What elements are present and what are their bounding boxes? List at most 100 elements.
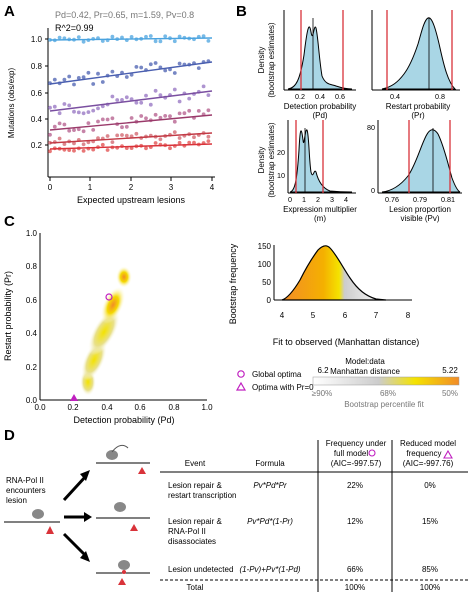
svg-text:68%: 68% bbox=[380, 389, 396, 398]
panel-d-table: Event Formula Frequency under full model… bbox=[160, 439, 468, 592]
svg-text:0.79: 0.79 bbox=[413, 195, 427, 204]
svg-text:0.8: 0.8 bbox=[26, 262, 38, 271]
a-point bbox=[163, 68, 168, 73]
svg-text:Expression multiplier: Expression multiplier bbox=[283, 205, 357, 214]
a-point bbox=[182, 111, 187, 116]
a-ylabel: Mutations (obs/exp) bbox=[7, 68, 16, 139]
a-point bbox=[206, 39, 211, 43]
a-point bbox=[172, 39, 177, 44]
a-point bbox=[110, 140, 115, 145]
a-point bbox=[206, 108, 211, 113]
a-xtick: 0 bbox=[48, 183, 53, 192]
a-point bbox=[81, 75, 86, 80]
a-point bbox=[86, 121, 91, 125]
svg-text:100%: 100% bbox=[345, 583, 365, 592]
a-point bbox=[124, 75, 129, 79]
panel-d-diagram: RNA-Pol II encounters lesion bbox=[4, 444, 150, 585]
a-point bbox=[62, 102, 67, 106]
a-point bbox=[91, 108, 96, 113]
a-point bbox=[52, 104, 57, 109]
a-point bbox=[86, 70, 91, 75]
svg-text:100%: 100% bbox=[420, 583, 440, 592]
svg-text:Bootstrap frequency: Bootstrap frequency bbox=[228, 243, 238, 324]
a-point bbox=[177, 136, 182, 140]
a-point bbox=[129, 72, 134, 77]
a-point bbox=[100, 104, 105, 109]
svg-text:(bootstrap estimates): (bootstrap estimates) bbox=[267, 122, 276, 197]
a-point bbox=[110, 69, 115, 74]
panel-a-plot bbox=[47, 28, 215, 178]
svg-text:disassociates: disassociates bbox=[168, 537, 216, 546]
a-point bbox=[177, 61, 182, 66]
a-point bbox=[57, 136, 62, 141]
a-point bbox=[139, 65, 144, 70]
svg-text:visible (Pv): visible (Pv) bbox=[400, 214, 439, 223]
b-density-pr: 0.4 0.8 Restart probability (Pr) bbox=[371, 10, 460, 120]
a-point bbox=[57, 111, 62, 116]
svg-text:Density: Density bbox=[257, 147, 266, 174]
svg-text:0.76: 0.76 bbox=[385, 195, 399, 204]
svg-text:85%: 85% bbox=[422, 565, 438, 574]
svg-text:0.2: 0.2 bbox=[67, 403, 79, 412]
a-point bbox=[153, 88, 158, 93]
svg-text:6.2: 6.2 bbox=[317, 366, 329, 375]
a-point bbox=[72, 109, 76, 114]
svg-text:0: 0 bbox=[267, 296, 272, 305]
a-point bbox=[192, 135, 196, 140]
panel-label-b: B bbox=[236, 3, 247, 20]
svg-text:0.2: 0.2 bbox=[295, 92, 305, 101]
svg-text:6: 6 bbox=[343, 311, 348, 320]
svg-text:10: 10 bbox=[277, 171, 285, 180]
panel-c-histogram: 0 50 100 150 4 5 6 7 8 Bootstrap frequen… bbox=[228, 242, 419, 347]
a-point bbox=[177, 99, 182, 104]
panel-label-c: C bbox=[4, 213, 15, 230]
a-point bbox=[76, 127, 81, 132]
a-point bbox=[144, 116, 148, 121]
a-point bbox=[96, 106, 100, 111]
a-point bbox=[148, 62, 153, 67]
a-point bbox=[52, 77, 57, 82]
a-xtick: 4 bbox=[210, 183, 215, 192]
a-point bbox=[158, 93, 163, 97]
a-point bbox=[153, 141, 158, 145]
svg-text:0.4: 0.4 bbox=[101, 403, 113, 412]
a-point bbox=[110, 94, 115, 99]
a-point bbox=[48, 149, 52, 154]
svg-text:0.0: 0.0 bbox=[34, 403, 46, 412]
svg-text:150: 150 bbox=[258, 242, 272, 251]
a-point bbox=[144, 146, 148, 151]
a-point bbox=[100, 80, 105, 84]
a-point bbox=[76, 110, 81, 115]
a-point bbox=[91, 82, 96, 86]
svg-text:50%: 50% bbox=[442, 389, 458, 398]
svg-text:0.2: 0.2 bbox=[26, 363, 38, 372]
panel-c-axes: 0.0 0.2 0.4 0.6 0.8 1.0 0.0 0.2 0.4 0.6 … bbox=[3, 229, 213, 425]
svg-text:0.4: 0.4 bbox=[26, 329, 38, 338]
a-point bbox=[148, 34, 153, 38]
svg-text:80: 80 bbox=[367, 123, 375, 132]
a-point bbox=[144, 93, 148, 98]
svg-text:7: 7 bbox=[374, 311, 379, 320]
svg-text:≥90%: ≥90% bbox=[312, 389, 332, 398]
a-point bbox=[206, 134, 211, 139]
panel-a-xaxis: 0 1 2 3 4 Expected upstream lesions bbox=[48, 177, 215, 205]
a-point bbox=[100, 117, 105, 122]
svg-text:1: 1 bbox=[302, 195, 306, 204]
svg-text:4: 4 bbox=[344, 195, 348, 204]
svg-text:2: 2 bbox=[316, 195, 320, 204]
svg-text:1.0: 1.0 bbox=[26, 229, 38, 238]
svg-text:RNA-Pol II: RNA-Pol II bbox=[168, 527, 206, 536]
svg-text:Model:data: Model:data bbox=[345, 357, 385, 366]
a-xtick: 1 bbox=[88, 183, 93, 192]
svg-text:0.0: 0.0 bbox=[26, 396, 38, 405]
a-point bbox=[192, 140, 196, 145]
a-point bbox=[91, 127, 96, 132]
a-point bbox=[100, 142, 105, 147]
svg-text:(Pr): (Pr) bbox=[411, 111, 425, 120]
svg-text:5: 5 bbox=[311, 311, 316, 320]
svg-text:0.81: 0.81 bbox=[441, 195, 455, 204]
svg-text:8: 8 bbox=[406, 311, 411, 320]
a-point bbox=[158, 137, 163, 142]
a-point bbox=[148, 102, 153, 107]
colorbar bbox=[312, 376, 460, 386]
